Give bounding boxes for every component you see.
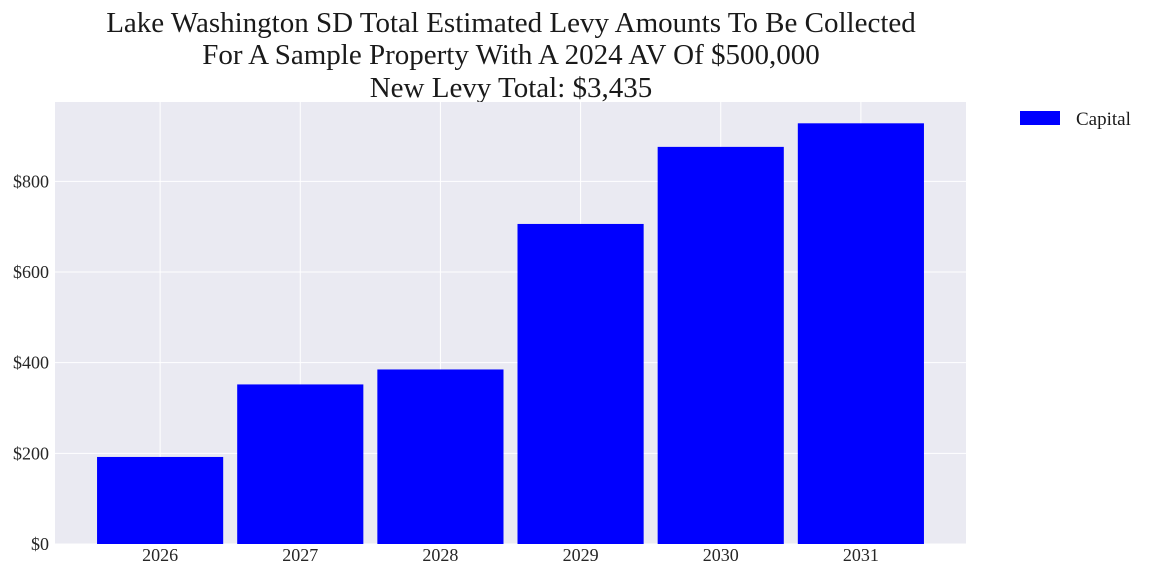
chart-title-line-1: Lake Washington SD Total Estimated Levy … xyxy=(106,7,916,39)
x-tick-label: 2029 xyxy=(563,545,599,565)
x-tick-label: 2031 xyxy=(843,545,879,565)
bars xyxy=(97,123,924,545)
x-tick-label: 2030 xyxy=(703,545,739,565)
bar-2030 xyxy=(657,146,784,544)
x-tick-label: 2028 xyxy=(422,545,458,565)
bar-2029 xyxy=(517,223,644,545)
bar-2031 xyxy=(797,123,924,544)
x-axis-tick-labels: 2026 2027 2028 2029 2030 2031 xyxy=(142,545,879,565)
chart-title-line-3: New Levy Total: $3,435 xyxy=(370,72,653,104)
y-tick-label: $600 xyxy=(13,262,49,282)
x-tick-label: 2027 xyxy=(282,545,318,565)
legend-label-capital: Capital xyxy=(1076,109,1131,130)
chart-title-line-2: For A Sample Property With A 2024 AV Of … xyxy=(202,39,820,71)
bar-2027 xyxy=(237,384,364,544)
x-tick-label: 2026 xyxy=(142,545,178,565)
y-tick-label: $400 xyxy=(13,353,49,373)
legend: Capital xyxy=(1020,109,1131,130)
y-tick-label: $0 xyxy=(31,534,49,554)
bar-2028 xyxy=(377,369,504,544)
chart-title: Lake Washington SD Total Estimated Levy … xyxy=(106,7,916,104)
legend-swatch-capital xyxy=(1020,111,1060,125)
y-tick-label: $800 xyxy=(13,171,49,191)
bar-2026 xyxy=(97,456,224,544)
y-tick-label: $200 xyxy=(13,443,49,463)
y-axis-tick-labels: $0 $200 $400 $600 $800 xyxy=(13,171,49,554)
